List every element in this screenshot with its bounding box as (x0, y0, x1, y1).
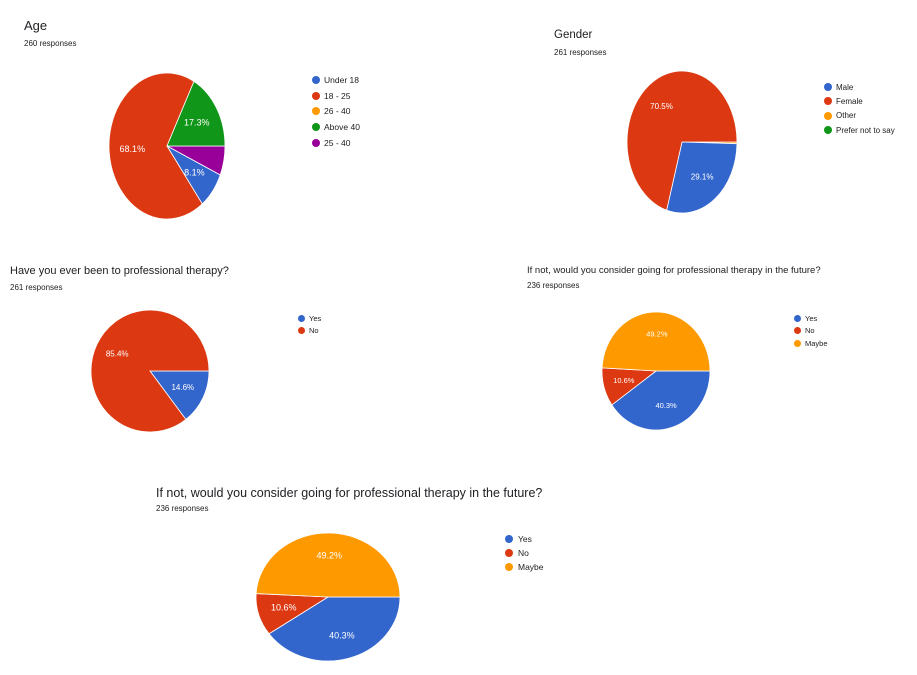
legend-item-yes: Yes (298, 312, 321, 325)
legend-swatch (824, 97, 832, 106)
chart-title: If not, would you consider going for pro… (156, 486, 543, 500)
gender-pie: 29.1% 70.5% (626, 70, 738, 214)
legend: Male Female Other Prefer not to say (824, 80, 895, 137)
slice-label-18-25: 68.1% (120, 144, 146, 154)
slice-label-under-18: 8.1% (184, 167, 205, 177)
chart-title: If not, would you consider going for pro… (527, 265, 821, 276)
legend-label: Female (836, 96, 863, 106)
response-count: 261 responses (10, 283, 63, 292)
response-count: 261 responses (554, 48, 607, 57)
legend: Under 18 18 - 25 26 - 40 Above 40 25 - 40 (312, 72, 360, 151)
legend: Yes No (298, 312, 321, 337)
legend-label: Yes (518, 534, 532, 544)
legend: Yes No Maybe (505, 532, 544, 574)
gender-chart-panel: Gender 261 responses 29.1% 70.5% Male Fema… (460, 0, 917, 250)
future-therapy-pie: 40.3% 10.6% 49.2% (601, 311, 711, 431)
legend-label: 26 - 40 (324, 106, 351, 117)
legend-label: 25 - 40 (324, 138, 351, 149)
legend-swatch (794, 339, 801, 347)
response-count: 260 responses (24, 39, 77, 48)
response-count: 236 responses (527, 281, 580, 290)
legend-swatch (824, 83, 832, 92)
legend-item-maybe: Maybe (505, 560, 544, 574)
legend-item-yes: Yes (505, 532, 544, 546)
legend-item-female: Female (824, 94, 895, 108)
pie-slice-no (90, 309, 210, 433)
legend-label: Above 40 (324, 122, 360, 133)
legend-swatch (312, 107, 320, 116)
legend-swatch (505, 563, 513, 571)
slice-label-female: 70.5% (650, 102, 673, 111)
slice-label-no: 10.6% (271, 603, 297, 613)
legend-swatch (794, 314, 801, 322)
legend-item-no: No (505, 546, 544, 560)
pie-slice-yes (611, 370, 711, 431)
slice-label-above-40: 17.3% (184, 118, 210, 128)
legend-swatch (312, 123, 320, 132)
legend-label: Maybe (518, 562, 544, 572)
legend-item-male: Male (824, 80, 895, 94)
future-therapy-pie-large: 40.3% 10.6% 49.2% (255, 532, 401, 662)
legend-swatch (298, 314, 305, 322)
legend-label: No (518, 548, 529, 558)
slice-label-yes: 40.3% (329, 630, 355, 640)
response-count: 236 responses (156, 504, 209, 513)
therapy-history-pie: 14.6% 85.4% (90, 309, 210, 433)
pie-slice-yes (149, 370, 210, 421)
legend-label: Maybe (805, 338, 828, 348)
chart-title: Age (24, 18, 48, 33)
legend-label: 18 - 25 (324, 90, 351, 101)
pie-slice-yes (268, 596, 401, 662)
pie-slice-18-25 (108, 72, 203, 220)
legend-swatch (298, 327, 305, 335)
legend-swatch (505, 535, 513, 543)
legend-swatch (312, 91, 320, 100)
therapy-history-chart-panel: Have you ever been to professional thera… (0, 255, 460, 460)
slice-label-male: 29.1% (691, 173, 714, 182)
legend-item-no: No (794, 325, 828, 338)
legend-item-no: No (298, 325, 321, 338)
legend-item-yes: Yes (794, 312, 828, 325)
slice-label-no: 85.4% (106, 349, 129, 358)
legend-label: No (309, 326, 319, 336)
future-therapy-chart-panel-large: If not, would you consider going for pro… (140, 470, 740, 670)
pie-slice-maybe (255, 532, 401, 598)
slice-label-yes: 14.6% (171, 383, 194, 392)
pie-slice-above-40 (166, 80, 226, 147)
pie-slice-female (626, 70, 738, 211)
legend-swatch (824, 126, 832, 135)
legend-item-other: Other (824, 109, 895, 123)
legend-label: No (805, 326, 815, 336)
slice-label-no: 10.6% (613, 376, 635, 385)
legend-item-above-40: Above 40 (312, 119, 360, 135)
legend: Yes No Maybe (794, 312, 828, 350)
legend-item-18-25: 18 - 25 (312, 88, 360, 104)
age-pie: 8.1% 68.1% 17.3% (108, 72, 226, 220)
legend-label: Male (836, 82, 854, 92)
pie-slice-maybe (601, 311, 711, 372)
slice-label-maybe: 49.2% (646, 329, 668, 338)
legend-label: Yes (309, 313, 322, 323)
legend-item-25-40: 25 - 40 (312, 135, 360, 151)
chart-title: Have you ever been to professional thera… (10, 265, 229, 277)
legend-swatch (312, 75, 320, 84)
legend-label: Under 18 (324, 74, 359, 85)
legend-swatch (824, 111, 832, 120)
chart-title: Gender (554, 29, 593, 41)
legend-label: Other (836, 111, 857, 121)
age-chart-panel: Age 260 responses 8.1% 68.1% 17.3% Under 1… (0, 0, 460, 250)
future-therapy-chart-panel: If not, would you consider going for pro… (460, 255, 917, 460)
legend-label: Yes (805, 313, 818, 323)
legend-item-prefer-not-to-say: Prefer not to say (824, 123, 895, 137)
legend-swatch (505, 549, 513, 557)
legend-item-maybe: Maybe (794, 337, 828, 350)
pie-slice-male (666, 141, 738, 214)
slice-label-yes: 40.3% (655, 401, 677, 410)
legend-swatch (312, 139, 320, 148)
legend-item-26-40: 26 - 40 (312, 104, 360, 120)
legend-swatch (794, 327, 801, 335)
legend-item-under-18: Under 18 (312, 72, 360, 88)
legend-label: Prefer not to say (836, 125, 895, 135)
slice-label-maybe: 49.2% (316, 550, 342, 560)
